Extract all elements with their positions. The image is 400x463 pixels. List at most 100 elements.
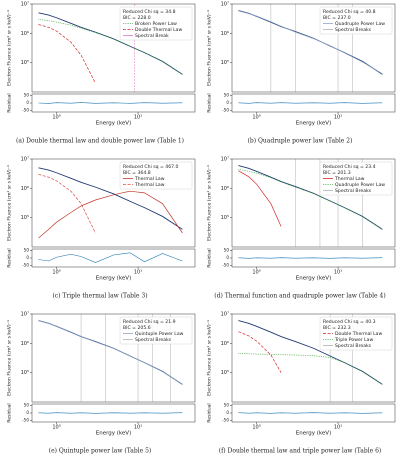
legend-label: Spectral Break — [135, 33, 169, 39]
y-tick-label: 10⁵ — [221, 215, 229, 221]
y-tick-label: 10⁷ — [221, 157, 229, 163]
plot-frame — [231, 3, 396, 93]
residual-tick-label: 0 — [226, 255, 229, 260]
fit-line — [238, 353, 383, 385]
caption: (e) Quintuple power law (Table 5) — [49, 448, 151, 455]
y-axis-label: Electron Fluence (cm² sr s keV)⁻¹ — [207, 10, 213, 86]
data-line — [38, 12, 183, 75]
x-axis-label: Energy (keV) — [296, 276, 331, 282]
legend-label: Thermal Law — [134, 176, 165, 182]
legend-box — [119, 161, 193, 190]
residual-tick-label: 0 — [26, 255, 29, 260]
data-line — [38, 167, 183, 230]
y-tick-label: 10⁶ — [21, 31, 29, 37]
x-tick-label: 10¹ — [334, 115, 342, 121]
plot-frame — [31, 313, 196, 403]
fit-annotation: BIC = 205.6 — [123, 325, 151, 331]
fit-annotation: BIC = 237.0 — [323, 15, 351, 21]
fit-annotation: BIC = 364.8 — [123, 170, 151, 176]
residual-axis-label: Residual — [7, 93, 13, 112]
y-tick-label: 10⁶ — [21, 341, 29, 347]
caption: (c) Triple thermal law (Table 3) — [52, 293, 147, 300]
caption: (b) Quadruple power law (Table 2) — [248, 138, 353, 145]
residual-tick-label: 50 — [24, 93, 30, 98]
y-tick-label: 10⁷ — [21, 312, 29, 318]
x-tick-label: 10¹ — [334, 270, 342, 276]
fit-line — [38, 190, 183, 239]
y-tick-label: 10⁵ — [221, 370, 229, 376]
residual-tick-label: -50 — [222, 418, 229, 423]
legend-box — [119, 316, 193, 345]
legend-label: Spectral Breaks — [135, 337, 172, 343]
legend-label: Quintuple Power Law — [135, 331, 184, 337]
fit-annotation: Reduced Chi sq = 23.4 — [323, 164, 376, 170]
fit-annotation: Reduced Chi sq = 40.3 — [323, 319, 376, 325]
y-axis-label: Electron Fluence (cm² sr s keV)⁻¹ — [207, 165, 213, 241]
y-tick-label: 10⁶ — [221, 341, 229, 347]
x-tick-label: 10⁰ — [52, 115, 60, 121]
residual-tick-label: -50 — [222, 108, 229, 113]
y-tick-label: 10⁷ — [21, 157, 29, 163]
residual-tick-label: 50 — [224, 403, 230, 408]
fit-annotation: Reduced Chi sq = 40.8 — [323, 9, 376, 15]
x-tick-label: 10¹ — [134, 425, 142, 431]
x-tick-label: 10¹ — [134, 115, 142, 121]
fit-annotation: BIC = 228.0 — [123, 15, 151, 21]
y-tick-label: 10⁵ — [21, 60, 29, 66]
residual-tick-label: 0 — [26, 410, 29, 415]
x-tick-label: 10⁰ — [252, 115, 260, 121]
x-tick-label: 10⁰ — [252, 425, 260, 431]
x-tick-label: 10¹ — [134, 270, 142, 276]
y-axis-label: Electron Fluence (cm² sr s keV)⁻¹ — [7, 320, 13, 396]
y-tick-label: 10⁵ — [221, 60, 229, 66]
fit-line — [38, 320, 183, 385]
residual-line — [38, 102, 183, 104]
legend-label: Spectral Breaks — [335, 188, 372, 194]
caption: (f) Double thermal law and triple power … — [219, 448, 382, 455]
x-tick-label: 10⁰ — [52, 270, 60, 276]
caption: (a) Double thermal law and double power … — [16, 138, 184, 145]
data-line — [238, 165, 383, 230]
y-axis-label: Electron Fluence (cm² sr s keV)⁻¹ — [7, 10, 13, 86]
x-tick-label: 10¹ — [334, 425, 342, 431]
residual-tick-label: 50 — [24, 403, 30, 408]
residual-tick-label: -50 — [22, 108, 29, 113]
x-axis-label: Energy (keV) — [96, 121, 131, 127]
y-tick-label: 10⁷ — [21, 2, 29, 8]
legend-label: Quadruple Power Law — [335, 21, 385, 27]
y-axis-label: Electron Fluence (cm² sr s keV)⁻¹ — [7, 165, 13, 241]
residual-axis-label: Residual — [207, 248, 213, 267]
legend-label: Broken Power Law — [135, 21, 177, 27]
legend-label: Quadruple Power Law — [335, 182, 385, 188]
plot-frame — [31, 3, 196, 93]
legend-box — [319, 6, 393, 35]
legend-box — [119, 6, 193, 41]
fit-line — [38, 24, 96, 84]
fit-line — [238, 168, 383, 230]
y-tick-label: 10⁵ — [21, 215, 29, 221]
legend-label: Triple Power Law — [334, 337, 373, 343]
y-tick-label: 10⁶ — [221, 31, 229, 37]
residual-frame — [31, 248, 196, 268]
caption: (d) Thermal function and quadruple power… — [214, 293, 385, 300]
residual-axis-label: Residual — [207, 403, 213, 422]
fit-annotation: Reduced Chi sq = 467.0 — [123, 164, 179, 170]
residual-axis-label: Residual — [7, 403, 13, 422]
residual-tick-label: -50 — [22, 418, 29, 423]
fit-annotation: Reduced Chi sq = 34.8 — [123, 9, 176, 15]
legend-label: Double Thermal Law — [135, 27, 182, 33]
residual-line — [238, 412, 383, 414]
residual-line — [38, 412, 183, 414]
legend-label: Spectral Breaks — [335, 343, 372, 349]
residual-tick-label: 50 — [224, 248, 230, 253]
residual-axis-label: Residual — [207, 93, 213, 112]
legend-label: Thermal Law — [334, 176, 365, 182]
plot-frame — [231, 313, 396, 403]
residual-tick-label: 0 — [26, 100, 29, 105]
x-tick-label: 10⁰ — [252, 270, 260, 276]
residual-line — [38, 252, 183, 263]
residual-axis-label: Residual — [7, 248, 13, 267]
